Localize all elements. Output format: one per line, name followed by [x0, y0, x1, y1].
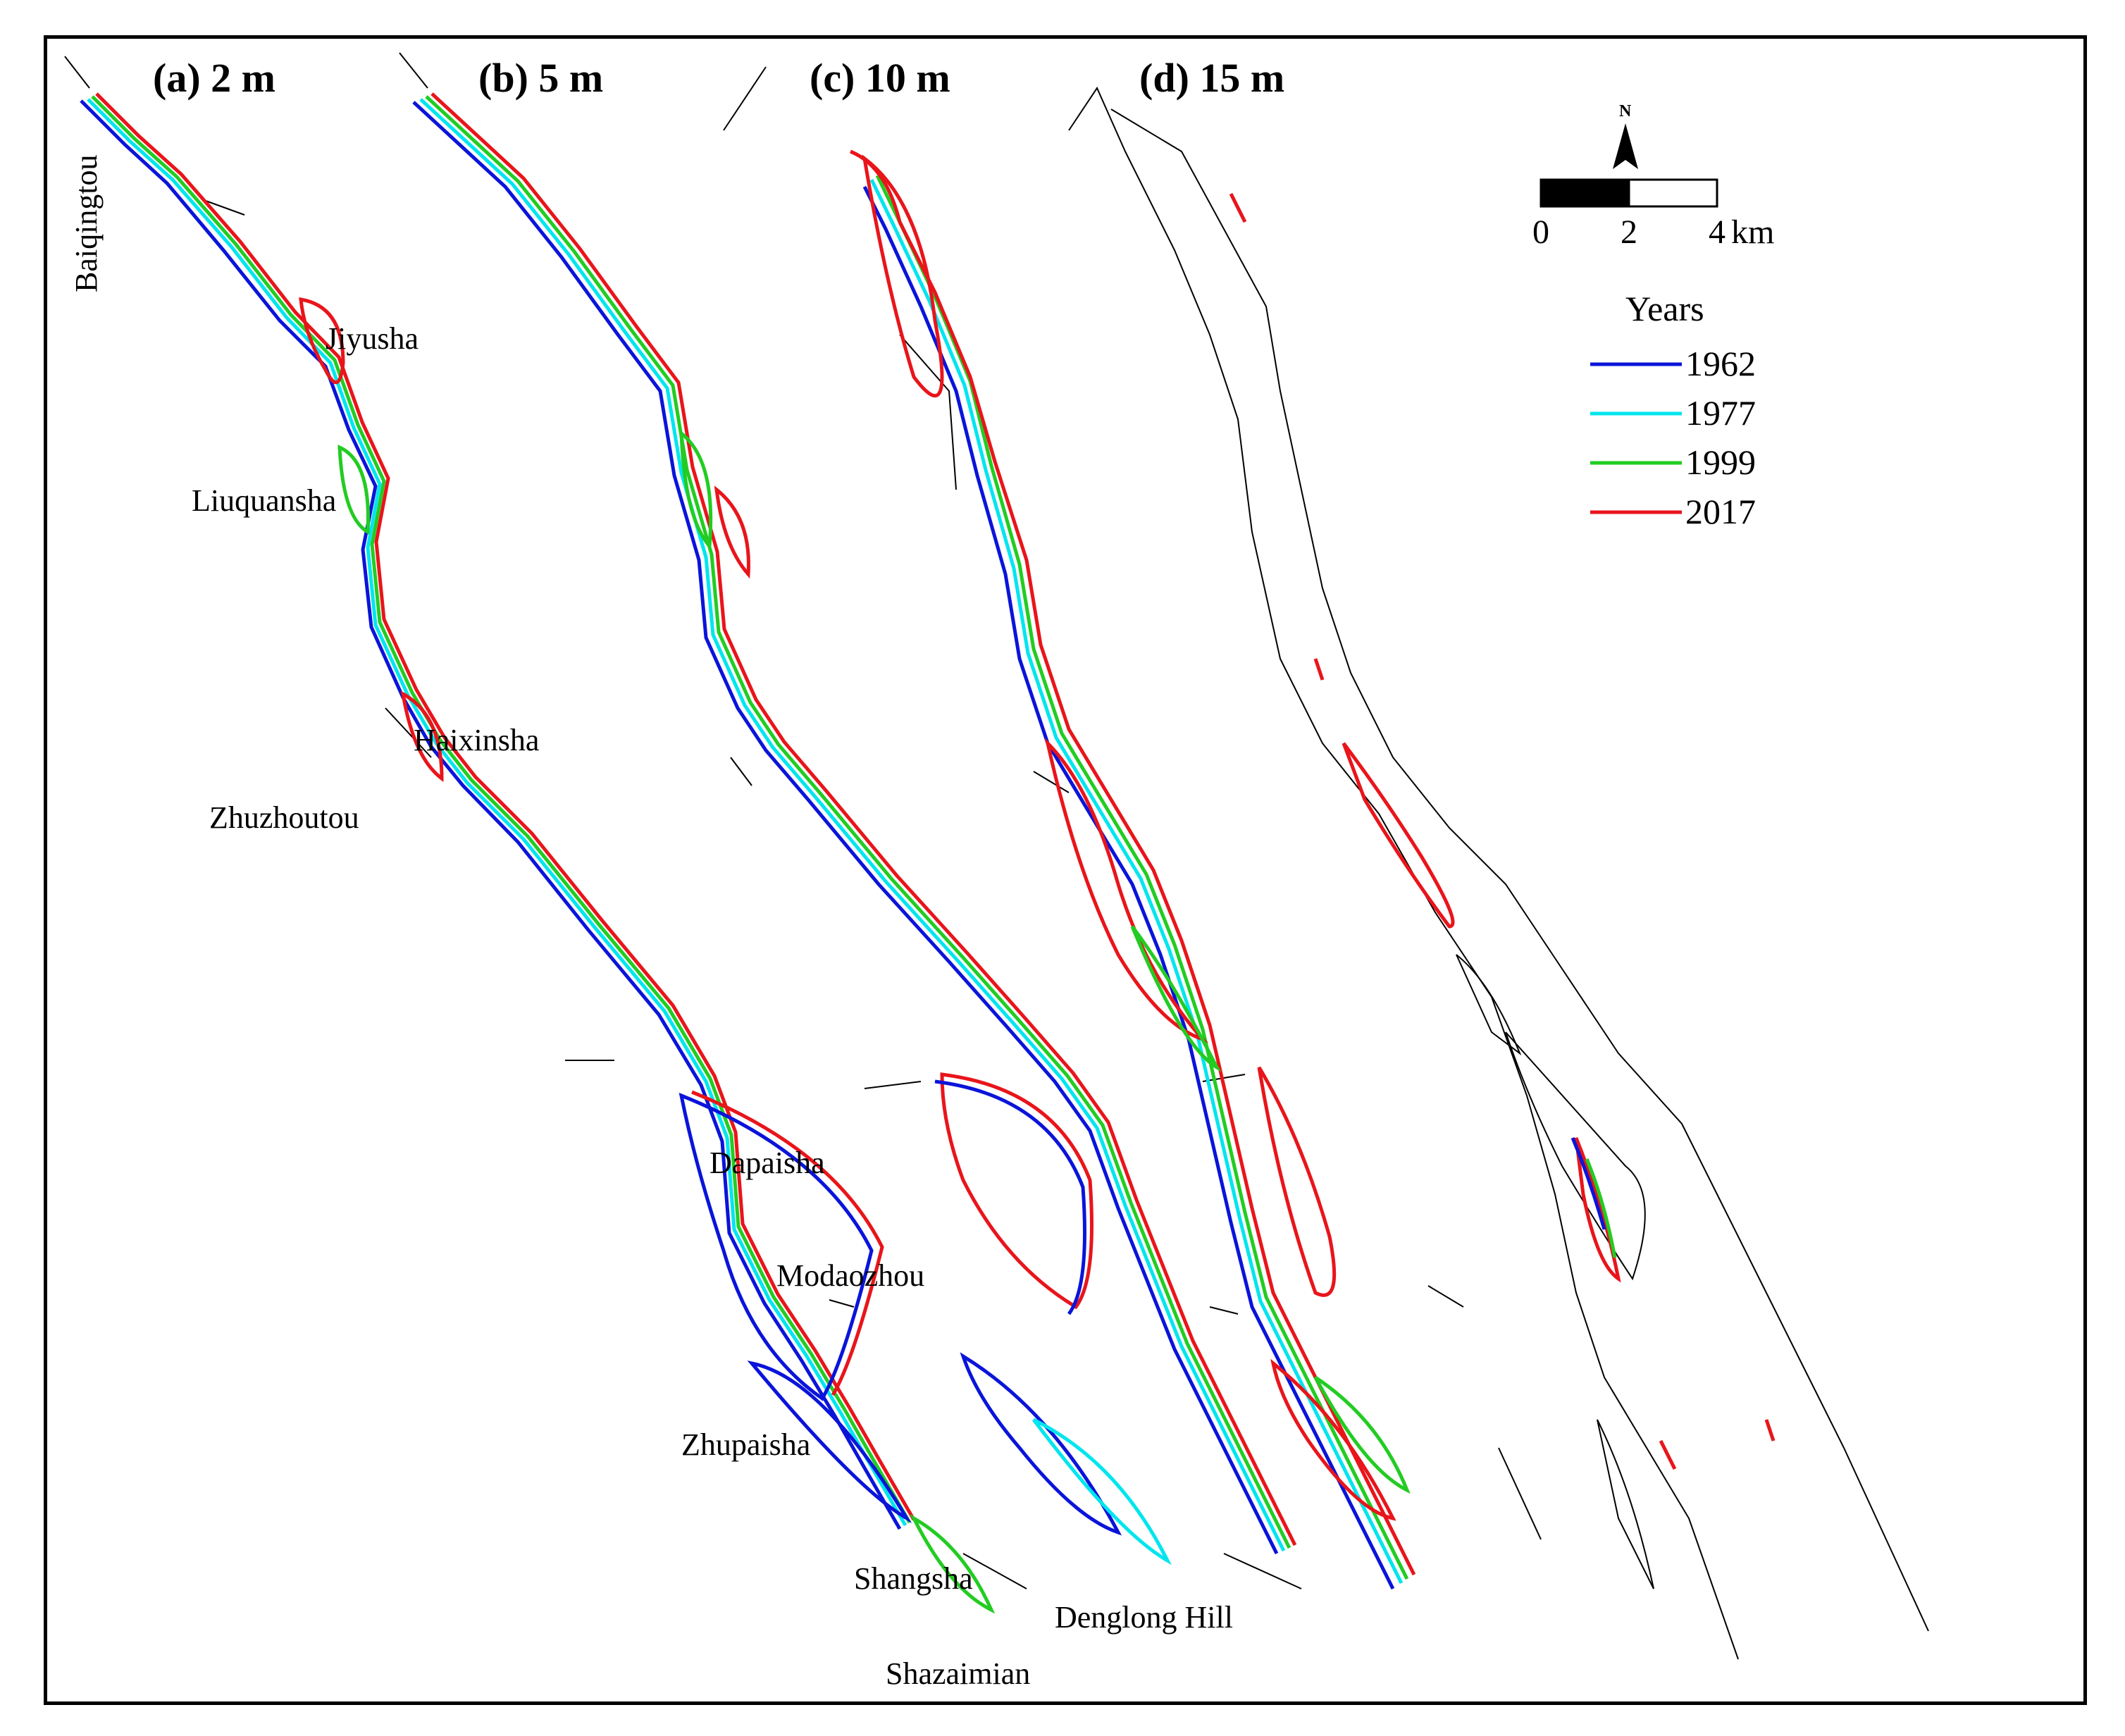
panel-c: [723, 66, 1542, 1590]
panel-a-liuquansha-island: [337, 445, 370, 535]
label-baiqingtou: Baiqingtou: [69, 154, 104, 292]
panel-b-island-3: [960, 1352, 1122, 1536]
panel-b-contours: [412, 92, 1297, 1566]
scale-unit: km: [1731, 213, 1774, 251]
map-canvas: (a) 2 m (b) 5 m (c) 10 m (d) 15 m Baiqin…: [64, 52, 1929, 1691]
legend: Years 1962 1977 1999 2017: [1590, 289, 1756, 531]
panel-c-contour-1999: [875, 174, 1409, 1580]
panel-c-island-5: [1270, 1358, 1396, 1521]
legend-item-1999: 1999: [1590, 442, 1756, 482]
panel-d-contour-1999: [1585, 1158, 1617, 1258]
label-denglong-hill: Denglong Hill: [1055, 1600, 1233, 1635]
panel-b-contour-1999: [425, 95, 1291, 1549]
panel-c-bank-line: [723, 66, 1542, 1540]
panel-b-contour-1962: [412, 101, 1279, 1555]
legend-item-1962: 1962: [1590, 344, 1756, 383]
panel-c-island-1: [862, 154, 944, 398]
label-shazaimian: Shazaimian: [886, 1656, 1030, 1691]
label-jiyusha: Jiyusha: [326, 321, 419, 356]
panel-b-bank-line: [399, 52, 1302, 1589]
panel-a: [64, 56, 1027, 1614]
panel-c-island-6: [1313, 1375, 1411, 1494]
panel-a-bank-line: [64, 56, 1027, 1589]
panel-a-shangsha-island: [910, 1513, 996, 1614]
legend-item-2017: 2017: [1590, 492, 1756, 531]
panel-c-island-4: [1257, 1066, 1337, 1297]
legend-item-1977: 1977: [1590, 393, 1756, 433]
panel-a-contour-1962: [80, 99, 902, 1530]
panel-d-contour-2017-5: [1659, 1439, 1677, 1470]
panel-b-island-4: [1032, 1418, 1172, 1566]
panel-a-haixinsha-island: [400, 690, 444, 783]
panel-d-bank-line-east: [1110, 108, 1929, 1632]
panel-a-contour-1977: [87, 98, 907, 1527]
north-arrow-label: N: [1619, 102, 1632, 120]
north-arrow-shape: [1613, 123, 1638, 169]
legend-label-2017: 2017: [1685, 492, 1756, 531]
legend-label-1977: 1977: [1685, 393, 1756, 433]
panel-b: [399, 52, 1302, 1589]
label-zhuzhoutou: Zhuzhoutou: [209, 800, 359, 835]
panel-c-island-3: [1130, 925, 1222, 1072]
panel-c-contours: [850, 149, 1416, 1590]
panel-b-island-1: [679, 429, 713, 551]
panel-d-contour-2017-3: [1342, 742, 1455, 929]
map-frame: (a) 2 m (b) 5 m (c) 10 m (d) 15 m Baiqin…: [44, 35, 2087, 1705]
panel-b-dapaisha-island: [940, 1072, 1094, 1310]
label-shangsha: Shangsha: [854, 1561, 973, 1596]
panel-d: [1068, 86, 1929, 1660]
panel-d-bank-line-west: [1068, 86, 1739, 1660]
panel-c-contour-1977: [869, 178, 1404, 1585]
panel-d-contour-2017-1: [1229, 192, 1247, 223]
legend-label-1962: 1962: [1685, 344, 1756, 383]
panel-title-a: (a) 2 m: [153, 55, 275, 101]
panel-d-contour-2017-2: [1313, 658, 1325, 681]
panel-title-d: (d) 15 m: [1139, 55, 1284, 101]
scale-bar-black-segment: [1539, 178, 1630, 208]
panel-a-zhupaisha-island: [747, 1360, 912, 1523]
panel-d-island-outline-2: [1456, 954, 1522, 1055]
panel-d-contour-1962: [1570, 1137, 1606, 1230]
label-zhupaisha: Zhupaisha: [681, 1427, 810, 1462]
panel-a-dapaisha-island: [679, 1092, 874, 1401]
panel-c-contour-1962: [862, 185, 1395, 1590]
label-dapaisha: Dapaisha: [710, 1146, 825, 1180]
panel-b-dapaisha-island-1962: [934, 1079, 1086, 1315]
label-modaozhou: Modaozhou: [776, 1258, 924, 1293]
panel-a-dapaisha-island-2017: [691, 1090, 884, 1396]
panel-d-island-outline-1: [1505, 1031, 1646, 1281]
panel-d-island-outline-3: [1597, 1419, 1654, 1589]
scale-bar-white-segment: [1628, 178, 1718, 208]
panel-title-b: (b) 5 m: [478, 55, 603, 101]
label-liuquansha: Liuquansha: [192, 483, 336, 518]
panel-a-contours: [80, 92, 996, 1614]
scale-tick-2: 2: [1621, 213, 1637, 251]
panel-b-island-2: [714, 485, 750, 579]
label-haixinsha: Haixinsha: [414, 723, 539, 757]
panel-titles: (a) 2 m (b) 5 m (c) 10 m (d) 15 m: [153, 55, 1284, 101]
panel-a-contour-2017: [95, 92, 916, 1521]
panel-d-contours: [1229, 192, 1776, 1470]
legend-label-1999: 1999: [1685, 442, 1756, 482]
panel-b-contour-1977: [419, 98, 1286, 1552]
panel-d-contour-2017-4: [1574, 1137, 1621, 1283]
scale-bar: 0 2 4 km: [1532, 178, 1774, 251]
panel-b-contour-2017: [430, 92, 1297, 1546]
scale-tick-4: 4: [1709, 213, 1726, 251]
panel-d-contour-2017-6: [1764, 1419, 1776, 1442]
north-arrow-icon: N: [1613, 102, 1638, 169]
legend-title: Years: [1625, 289, 1704, 328]
panel-a-contour-1999: [91, 95, 912, 1524]
panel-title-c: (c) 10 m: [810, 55, 950, 101]
panel-a-jiyusha-island: [299, 297, 345, 385]
scale-tick-0: 0: [1532, 213, 1549, 251]
place-labels: Baiqingtou Jiyusha Liuquansha Haixinsha …: [69, 154, 1233, 1691]
